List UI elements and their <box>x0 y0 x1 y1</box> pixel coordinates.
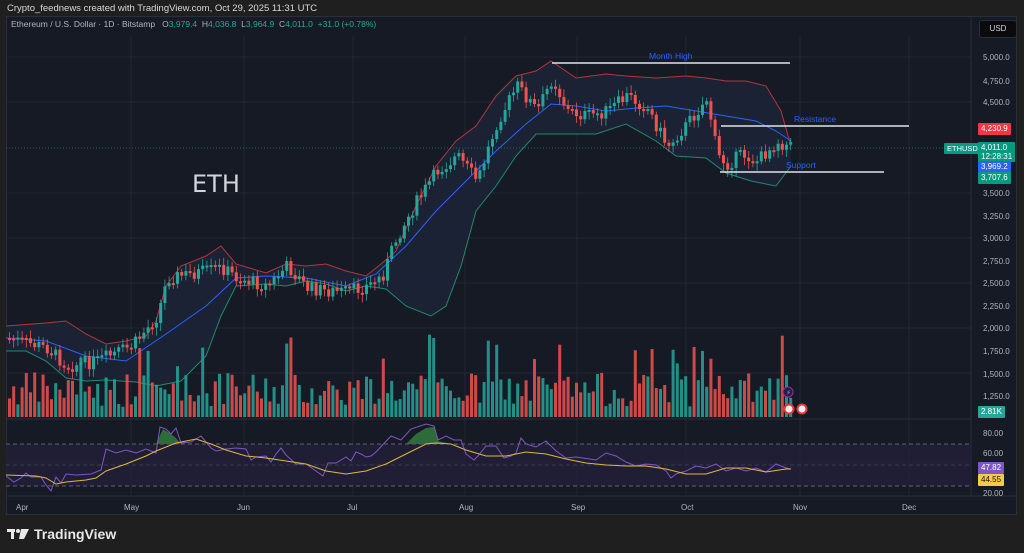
price-label: 1,750.0 <box>983 347 1010 356</box>
event-icons[interactable]: ⚡ <box>780 385 810 417</box>
time-label: Jun <box>237 503 250 512</box>
svg-text:⚡: ⚡ <box>786 389 791 397</box>
chart-canvas[interactable] <box>6 16 1017 515</box>
price-label: 2,750.0 <box>983 257 1010 266</box>
lightning-icon <box>782 386 794 398</box>
tradingview-logo[interactable]: TradingView <box>7 526 116 542</box>
high-value: 4,036.8 <box>208 19 237 29</box>
time-label: Sep <box>571 503 586 512</box>
open-value: 3,979.4 <box>168 19 198 29</box>
rsi-axis-label: 80.00 <box>983 429 1004 438</box>
time-label: Jul <box>347 503 358 512</box>
symbol-name: Ethereum / U.S. Dollar · 1D · Bitstamp <box>11 19 156 29</box>
time-label: Dec <box>902 503 917 512</box>
price-label: 5,000.0 <box>983 53 1010 62</box>
resistance-label: Resistance <box>794 114 837 124</box>
time-label: Aug <box>459 503 474 512</box>
chart-caption: Crypto_feednews created with TradingView… <box>7 3 318 14</box>
rsi-ma-tag: 44.55 <box>978 474 1005 486</box>
currency-button[interactable]: USD <box>979 20 1017 38</box>
price-label: 4,500.0 <box>983 98 1010 107</box>
price-label: 1,250.0 <box>983 392 1010 401</box>
rsi-value-tag: 47.82 <box>978 462 1005 474</box>
change-value: +31.0 (+0.78%) <box>317 19 377 29</box>
bar-countdown: 12:28:31 <box>981 152 1013 161</box>
price-label: 3,250.0 <box>983 212 1010 221</box>
symbol-legend[interactable]: Ethereum / U.S. Dollar · 1D · Bitstamp O… <box>11 19 377 29</box>
brand-name: TradingView <box>34 526 117 542</box>
symbol-tag: ETHUSD <box>944 143 981 154</box>
support-label: Support <box>786 160 816 170</box>
bb-basis-tag: 3,969.2 <box>978 161 1011 173</box>
rsi-axis-label: 20.00 <box>983 489 1004 498</box>
price-label: 3,000.0 <box>983 234 1010 243</box>
price-label: 2,000.0 <box>983 324 1010 333</box>
low-value: 3,964.9 <box>245 19 275 29</box>
price-label: 2,250.0 <box>983 302 1010 311</box>
month-high-label: Month High <box>649 51 693 61</box>
price-label: 1,500.0 <box>983 370 1010 379</box>
close-value: 4,011.0 <box>285 19 313 29</box>
time-label: Nov <box>793 503 808 512</box>
price-label: 4,750.0 <box>983 77 1010 86</box>
time-label: Oct <box>681 503 694 512</box>
price-label: 3,500.0 <box>983 189 1010 198</box>
resistance-price-tag: 4,230.9 <box>978 123 1011 135</box>
rsi-axis-label: 60.00 <box>983 449 1004 458</box>
bb-lower-tag: 3,707.6 <box>978 172 1011 184</box>
watermark-text: ETH <box>192 170 240 198</box>
tradingview-logo-icon <box>7 529 29 539</box>
volume-tag: 2.81K <box>978 406 1005 418</box>
time-label: Apr <box>16 503 29 512</box>
price-label: 2,500.0 <box>983 279 1010 288</box>
last-price-tag: 4,011.0 12:28:31 <box>978 142 1016 162</box>
time-label: May <box>124 503 140 512</box>
